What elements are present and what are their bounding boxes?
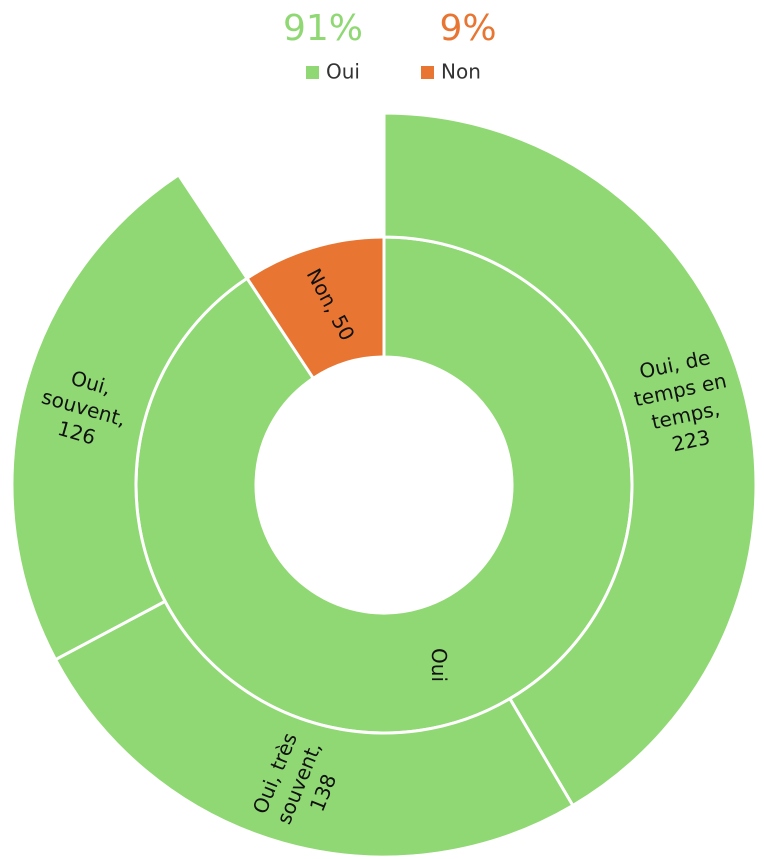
share-label: 9% [439, 8, 496, 49]
legend-swatch [421, 66, 434, 79]
legend-label: Oui [326, 60, 360, 84]
legend-label: Non [441, 60, 481, 84]
outer-segment [53, 599, 575, 859]
legend-swatch [306, 66, 319, 79]
outer-segment [10, 172, 250, 662]
outer-segment [382, 111, 758, 808]
share-label: 91% [283, 8, 363, 49]
label-line: Oui [428, 648, 452, 682]
data-label: Oui [428, 648, 452, 682]
